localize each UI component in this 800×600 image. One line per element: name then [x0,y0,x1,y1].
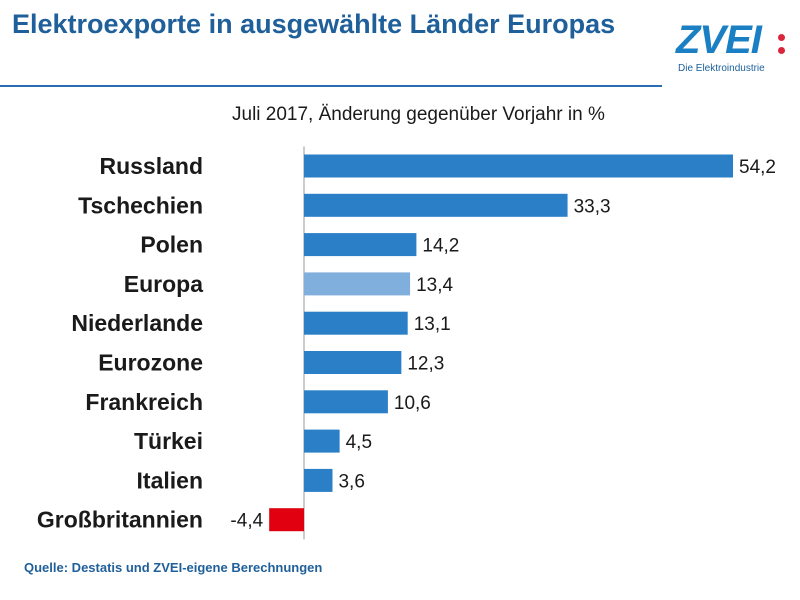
zvei-logo: ZVEI Die Elektroindustrie [676,18,792,80]
category-label-4: Niederlande [71,310,203,336]
logo-tagline: Die Elektroindustrie [678,63,765,74]
category-label-6: Frankreich [85,389,203,415]
source-note: Quelle: Destatis und ZVEI-eigene Berechn… [24,560,323,575]
value-label-8: 3,6 [338,471,364,492]
logo-colon-icon [778,34,786,56]
bar-6 [304,390,388,414]
category-label-9: Großbritannien [37,507,203,533]
value-label-4: 13,1 [414,314,451,335]
bar-0 [304,154,733,178]
category-label-7: Türkei [134,428,203,454]
value-label-7: 4,5 [346,432,372,453]
category-label-3: Europa [124,271,203,297]
category-label-1: Tschechien [78,192,203,218]
logo-wordmark: ZVEI [676,18,762,62]
category-label-5: Eurozone [98,350,203,376]
category-label-0: Russland [99,153,203,179]
chart-title: Elektroexporte in ausgewählte Länder Eur… [12,9,616,39]
value-label-2: 14,2 [422,236,459,257]
value-label-1: 33,3 [574,196,611,217]
bar-4 [304,311,408,335]
bar-7 [304,429,340,453]
value-label-6: 10,6 [394,393,431,414]
bar-8 [304,468,333,492]
bar-2 [304,233,417,257]
value-label-3: 13,4 [416,275,453,296]
value-label-5: 12,3 [407,354,444,375]
title-divider [0,85,662,87]
chart-subtitle: Juli 2017, Änderung gegenüber Vorjahr in… [232,104,605,125]
bar-5 [304,351,402,374]
bar-chart: Russland 54,2 Tschechien 33,3 Polen 14,2 Europ… [37,146,776,540]
category-label-2: Polen [140,232,203,258]
bar-1 [304,193,568,217]
bar-3 [304,272,411,296]
value-label-9: -4,4 [230,511,263,532]
category-label-8: Italien [137,467,203,493]
value-label-0: 54,2 [739,157,776,178]
bar-9 [269,508,304,532]
